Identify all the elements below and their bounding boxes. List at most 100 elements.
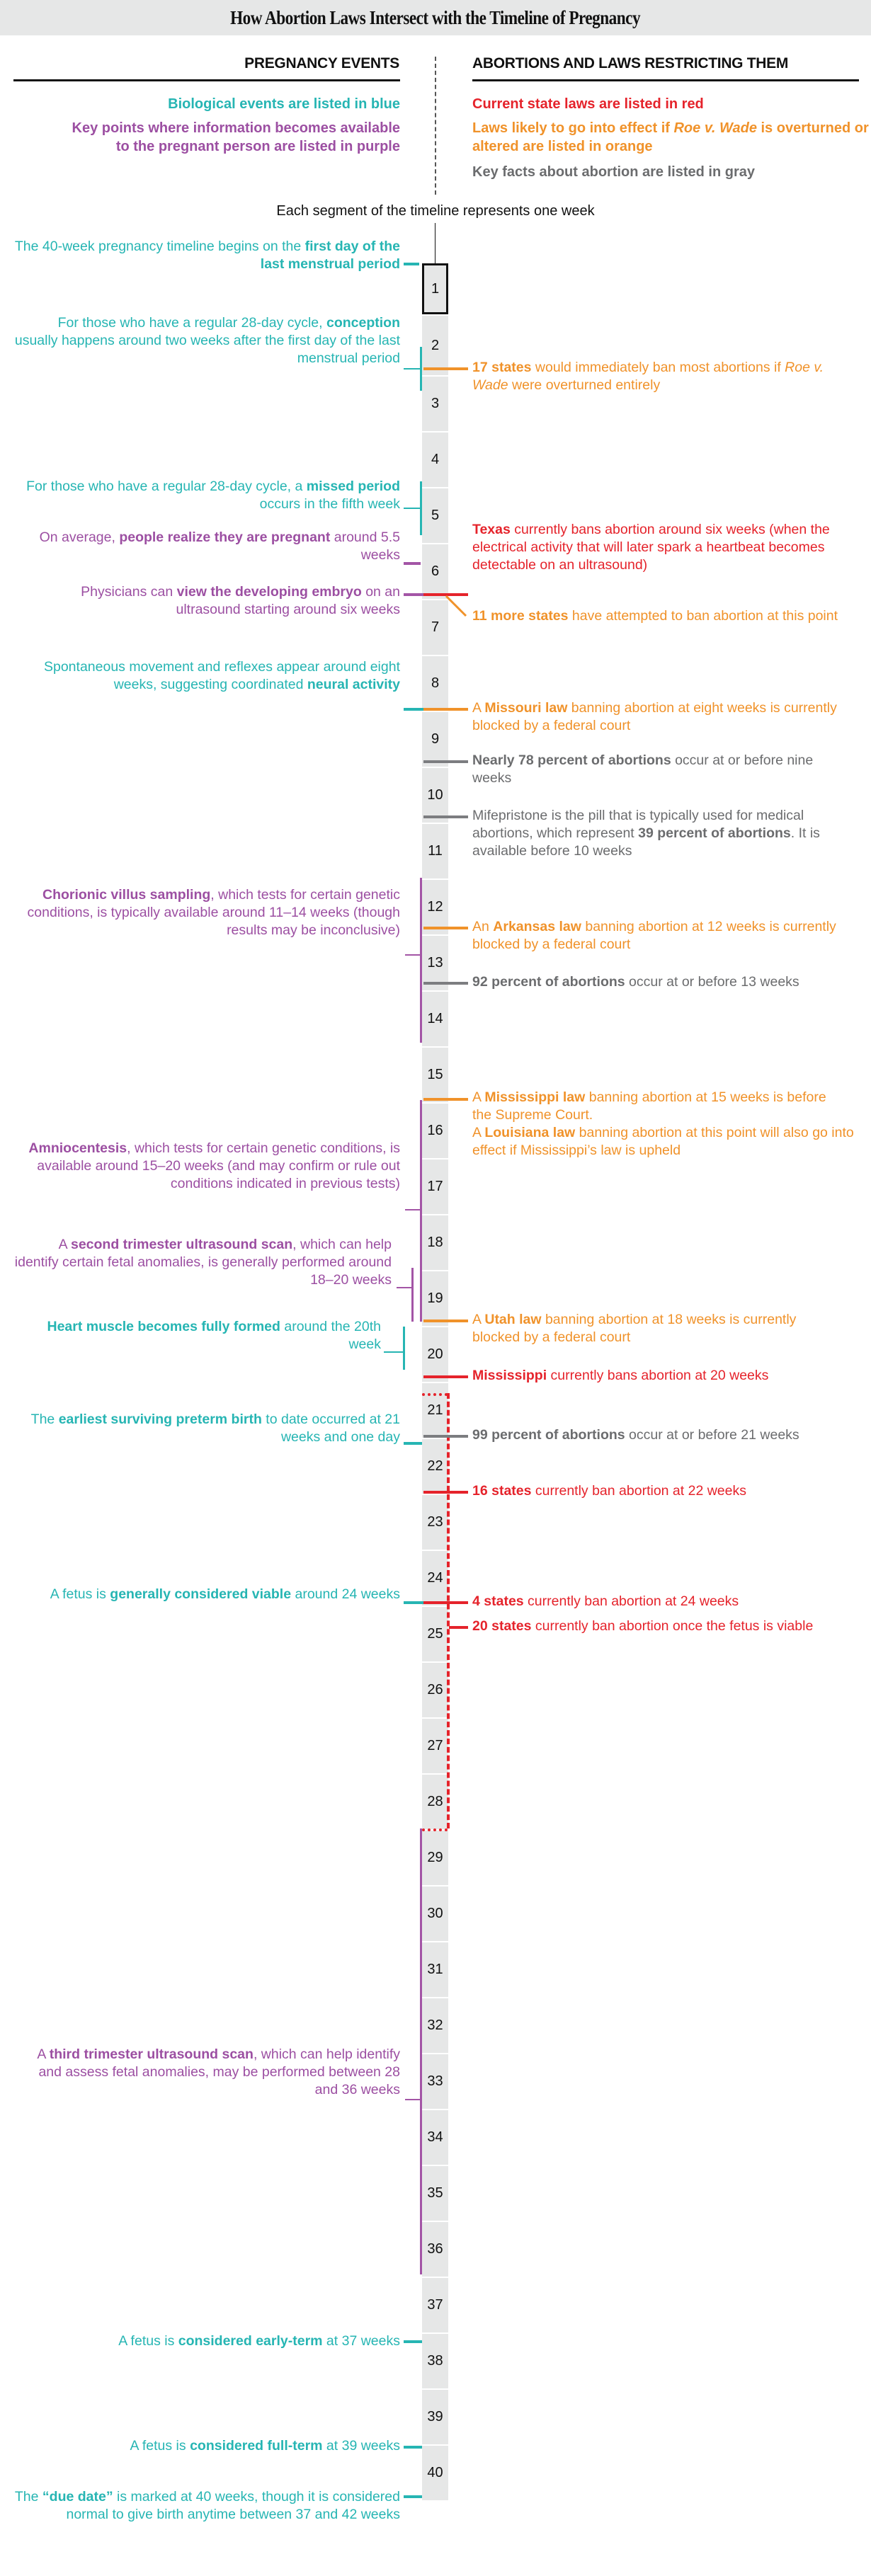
week-segment: 32 xyxy=(422,1997,448,2053)
event-conception: For those who have a regular 28-day cycl… xyxy=(14,315,400,366)
week-segment: 34 xyxy=(422,2109,448,2165)
tick-missouri xyxy=(423,708,468,711)
week-segment: 28 xyxy=(422,1773,448,1829)
tick-neural-activity xyxy=(404,708,423,711)
week-segment: 2 xyxy=(422,314,448,375)
law-mississippi-15: A Mississippi law banning abortion at 15… xyxy=(472,1089,826,1123)
tick-texas xyxy=(423,593,468,596)
week-segment: 37 xyxy=(422,2277,448,2332)
tick-missed-period xyxy=(404,508,421,509)
third-trimester-bracket xyxy=(420,1828,422,2274)
tick-heart-muscle xyxy=(384,1351,404,1353)
column-divider xyxy=(435,57,436,195)
tick-99-percent xyxy=(423,1435,468,1438)
week-segment: 15 xyxy=(422,1046,448,1102)
legend-orange-text-end: is overturned or altered are listed in o… xyxy=(472,120,869,154)
second-trimester-bracket xyxy=(411,1268,414,1322)
cvs-bracket xyxy=(420,878,422,1043)
week-segment: 6 xyxy=(422,543,448,599)
tick-arkansas xyxy=(423,927,468,929)
week-segment: 14 xyxy=(422,990,448,1046)
conception-bracket xyxy=(420,347,422,391)
tick-viable xyxy=(404,1601,423,1604)
viability-dashed-bracket xyxy=(447,1393,450,1828)
legend-purple: Key points where information becomes ava… xyxy=(72,120,400,154)
week-segment: 13 xyxy=(422,934,448,990)
fact-78-percent: Nearly 78 percent of abortions occur at … xyxy=(472,752,814,786)
abortion-laws-heading: ABORTIONS AND LAWS RESTRICTING THEM xyxy=(472,55,789,71)
tick-preterm-birth xyxy=(404,1442,422,1445)
tick-17-states xyxy=(423,367,468,370)
event-second-trimester-scan: A second trimester ultrasound scan, whic… xyxy=(14,1237,392,1288)
tick-78-percent xyxy=(423,760,468,763)
left-heading-rule xyxy=(13,79,400,81)
legend-orange: Laws likely to go into effect if Roe v. … xyxy=(472,119,869,156)
law-11-more-states: 11 more states have attempted to ban abo… xyxy=(472,608,838,624)
tick-16-states xyxy=(423,1491,468,1494)
event-third-trimester-scan: A third trimester ultrasound scan, which… xyxy=(37,2047,400,2097)
tick-cvs xyxy=(405,954,421,956)
law-texas: Texas currently bans abortion around six… xyxy=(472,522,830,573)
event-cvs: Chorionic villus sampling, which tests f… xyxy=(27,887,400,938)
week-segment: 25 xyxy=(422,1605,448,1661)
legend-red: Current state laws are listed in red xyxy=(472,96,704,112)
legend-orange-em: Roe v. Wade xyxy=(673,120,757,136)
pregnancy-events-heading: PREGNANCY EVENTS xyxy=(244,55,399,71)
legend-blue: Biological events are listed in blue xyxy=(168,96,400,112)
law-4-states: 4 states currently ban abortion at 24 we… xyxy=(472,1593,739,1609)
fact-99-percent: 99 percent of abortions occur at or befo… xyxy=(472,1427,799,1443)
fact-92-percent: 92 percent of abortions occur at or befo… xyxy=(472,974,799,990)
week-segment: 1 xyxy=(422,263,448,314)
week-segment: 16 xyxy=(422,1102,448,1158)
tick-4-states xyxy=(423,1601,468,1604)
week-segment: 31 xyxy=(422,1941,448,1997)
event-full-term: A fetus is considered full-term at 39 we… xyxy=(130,2438,400,2454)
week-segment: 38 xyxy=(422,2332,448,2388)
week-segment: 17 xyxy=(422,1158,448,1214)
event-due-date: The “due date” is marked at 40 weeks, th… xyxy=(14,2489,400,2522)
tick-realize-pregnant xyxy=(404,562,421,565)
event-heart-muscle: Heart muscle becomes fully formed around… xyxy=(47,1319,382,1352)
tick-amniocentesis xyxy=(405,1209,421,1210)
law-20-states: 20 states currently ban abortion once th… xyxy=(472,1618,814,1634)
event-early-term: A fetus is considered early-term at 37 w… xyxy=(118,2333,400,2349)
law-utah: A Utah law banning abortion at 18 weeks … xyxy=(472,1312,797,1345)
week-segment: 7 xyxy=(422,599,448,655)
week-segment: 27 xyxy=(422,1717,448,1773)
week-segment: 12 xyxy=(422,878,448,934)
missed-period-bracket xyxy=(420,481,422,535)
law-missouri: A Missouri law banning abortion at eight… xyxy=(472,700,837,733)
tick-11-states xyxy=(445,595,467,617)
viability-dashed-bottom xyxy=(422,1828,448,1831)
event-missed-period: For those who have a regular 28-day cycl… xyxy=(26,479,400,512)
tick-mississippi-20 xyxy=(423,1375,468,1378)
law-17-states: 17 states would immediately ban most abo… xyxy=(472,360,824,393)
week-segment: 11 xyxy=(422,823,448,878)
week-segment: 5 xyxy=(422,487,448,543)
week-segment: 26 xyxy=(422,1661,448,1717)
event-neural-activity: Spontaneous movement and reflexes appear… xyxy=(43,659,400,692)
event-preterm-birth: The earliest surviving preterm birth to … xyxy=(30,1412,400,1445)
title-bar: How Abortion Laws Intersect with the Tim… xyxy=(0,0,871,35)
tick-conception xyxy=(404,368,421,370)
week-segment: 30 xyxy=(422,1885,448,1941)
tick-view-embryo xyxy=(404,593,423,596)
law-mississippi-20: Mississippi currently bans abortion at 2… xyxy=(472,1368,769,1383)
tick-utah xyxy=(423,1320,468,1322)
fact-mifepristone: Mifepristone is the pill that is typical… xyxy=(472,808,820,859)
week-segment: 20 xyxy=(422,1326,448,1382)
event-realize-pregnant: On average, people realize they are preg… xyxy=(39,529,400,563)
tick-second-trimester-scan xyxy=(397,1287,412,1288)
event-lmp: The 40-week pregnancy timeline begins on… xyxy=(14,239,400,272)
page-title: How Abortion Laws Intersect with the Tim… xyxy=(230,6,641,28)
right-heading-rule xyxy=(472,79,859,81)
tick-early-term xyxy=(404,2340,422,2343)
event-view-embryo: Physicians can view the developing embry… xyxy=(81,584,400,617)
week-segment: 10 xyxy=(422,767,448,823)
tick-20-states xyxy=(449,1626,468,1629)
week-segment: 19 xyxy=(422,1270,448,1326)
tick-mifepristone xyxy=(423,815,468,818)
timeline-top-stem xyxy=(435,223,436,263)
week-segment: 23 xyxy=(422,1494,448,1550)
week-segment: 8 xyxy=(422,655,448,711)
